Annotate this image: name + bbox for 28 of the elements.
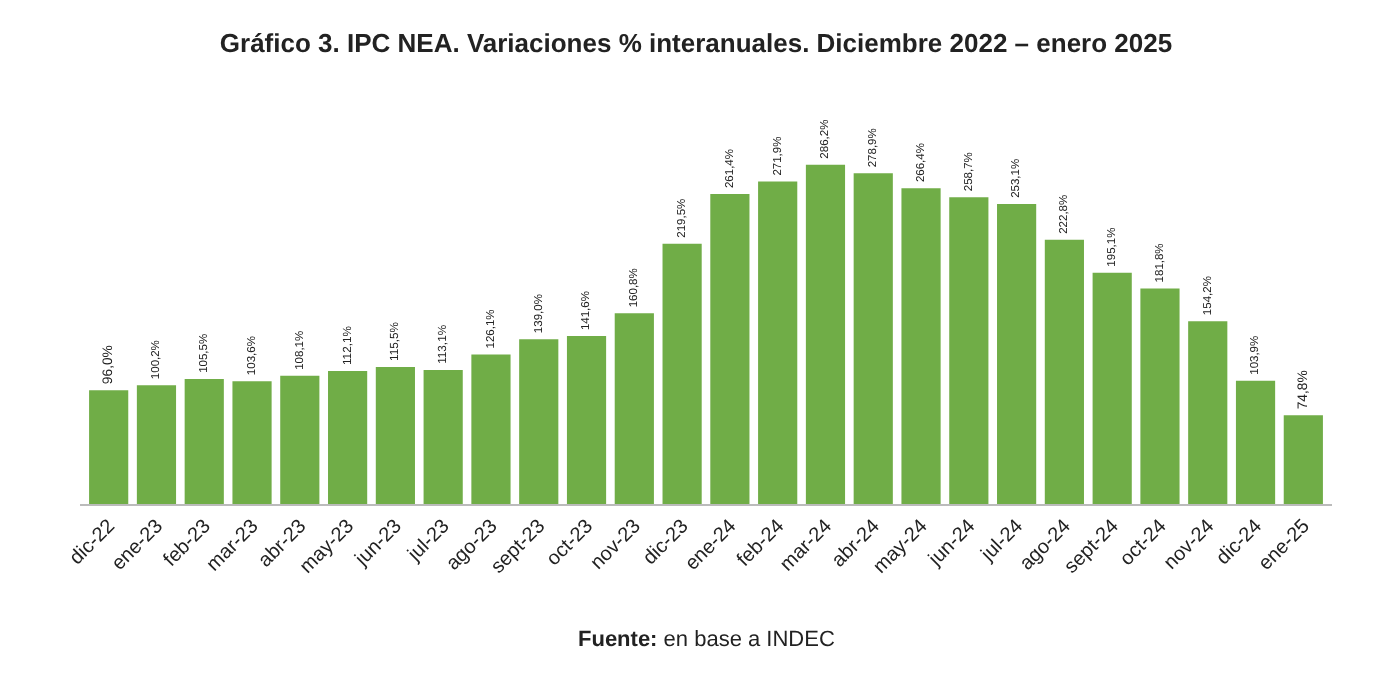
bar <box>662 243 702 504</box>
bar <box>949 197 989 504</box>
bar <box>805 164 846 504</box>
bar <box>1044 239 1084 504</box>
source-note: Fuente: en base a INDEC <box>578 628 835 652</box>
bar <box>328 371 368 504</box>
bar <box>423 369 463 504</box>
bar <box>758 181 798 504</box>
bar <box>280 375 320 504</box>
bar <box>901 188 941 504</box>
bar <box>89 390 129 504</box>
bar <box>1188 321 1228 504</box>
bar <box>853 173 893 504</box>
bar <box>471 354 511 504</box>
bar <box>997 203 1037 504</box>
bar <box>1235 380 1276 504</box>
bar <box>1140 288 1180 504</box>
bar <box>375 367 415 504</box>
bar <box>184 378 224 504</box>
bar <box>614 313 654 504</box>
bar <box>136 385 177 504</box>
bar <box>710 194 750 504</box>
bar <box>566 336 607 504</box>
bar <box>519 339 559 504</box>
chart-title: Gráfico 3. IPC NEA. Variaciones % interanuales. Diciembre 2022 – enero 2025 <box>219 27 1173 58</box>
bar <box>1092 272 1132 504</box>
bar <box>1283 415 1323 504</box>
bar <box>232 381 272 504</box>
